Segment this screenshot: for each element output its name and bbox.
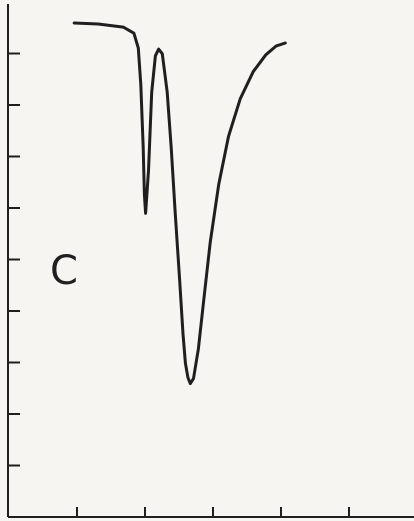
y-tick-group (8, 52, 20, 467)
data-line (72, 21, 287, 386)
panel-label: C (50, 248, 78, 294)
x-tick-group (76, 507, 350, 517)
